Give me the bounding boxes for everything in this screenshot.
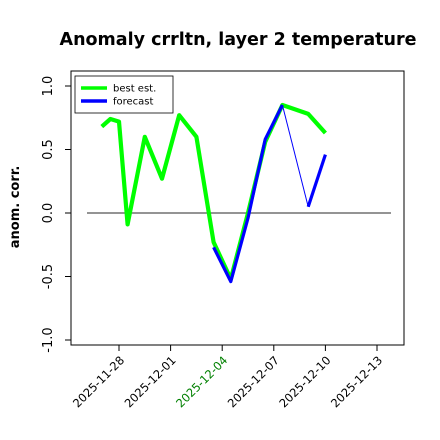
x-tick-label: 2025-12-01 bbox=[122, 353, 179, 410]
legend-label: best est. bbox=[113, 84, 156, 95]
x-tick-label: 2025-12-04 bbox=[173, 353, 230, 410]
y-tick-label: 0.0 bbox=[41, 203, 56, 224]
legend: best est. forecast bbox=[74, 75, 174, 114]
series-line-forecast bbox=[306, 154, 327, 208]
series-line-forecast bbox=[281, 104, 309, 207]
y-tick-label: -1.0 bbox=[41, 327, 56, 352]
x-tick-label: 2025-12-10 bbox=[276, 353, 333, 410]
y-tick-label: 1.0 bbox=[41, 76, 56, 97]
chart-title: Anomaly crrltn, layer 2 temperature bbox=[60, 30, 417, 50]
x-tick-label: 2025-12-07 bbox=[225, 353, 282, 410]
y-axis-label: anom. corr. bbox=[8, 166, 23, 249]
legend-box bbox=[74, 75, 174, 114]
y-tick-label: -0.5 bbox=[41, 264, 56, 289]
x-tick-label: 2025-12-13 bbox=[328, 353, 385, 410]
series-line-forecast bbox=[212, 104, 284, 284]
x-tick-label: 2025-11-28 bbox=[70, 353, 127, 410]
series-line-best-est bbox=[100, 102, 327, 282]
plot-frame bbox=[70, 70, 405, 346]
y-tick-label: 0.5 bbox=[41, 139, 56, 160]
legend-label: forecast bbox=[113, 97, 154, 108]
plot-area: -1.0-0.50.00.51.02025-11-282025-12-01202… bbox=[41, 70, 405, 410]
